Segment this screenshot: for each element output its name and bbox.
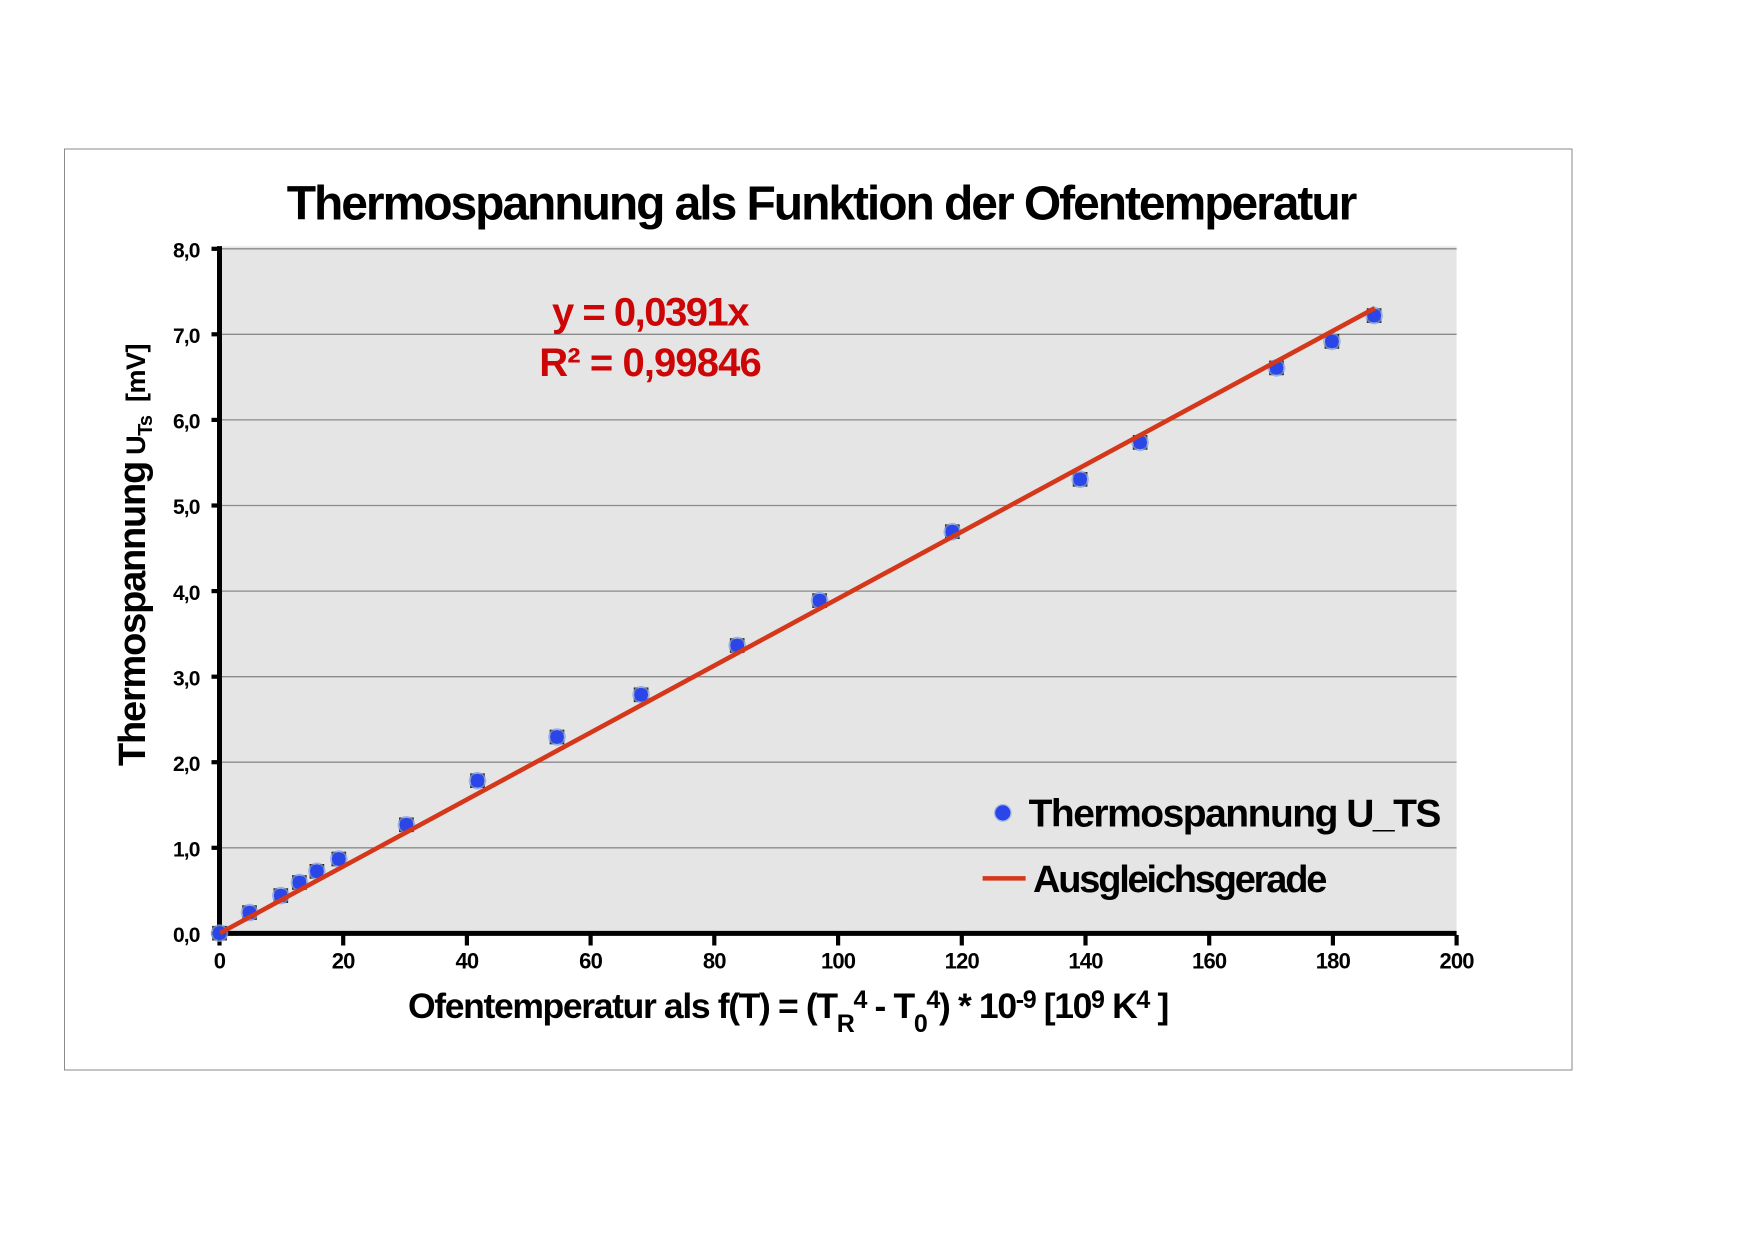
svg-text:0: 0 [214, 949, 226, 974]
svg-text:20: 20 [332, 949, 355, 974]
svg-text:8,0: 8,0 [173, 240, 200, 263]
svg-text:Thermospannung als Funktion de: Thermospannung als Funktion der Ofentemp… [287, 178, 1357, 231]
svg-text:80: 80 [703, 949, 726, 974]
svg-text:160: 160 [1192, 949, 1227, 974]
svg-text:120: 120 [945, 949, 980, 974]
svg-text:5,0: 5,0 [173, 496, 200, 519]
svg-text:Thermospannung UTs [mV]: Thermospannung UTs [mV] [112, 344, 157, 766]
svg-text:6,0: 6,0 [173, 411, 200, 434]
svg-text:180: 180 [1316, 949, 1351, 974]
svg-text:Thermospannung U_TS: Thermospannung U_TS [1029, 792, 1441, 835]
svg-text:200: 200 [1439, 949, 1474, 974]
svg-text:R² = 0,99846: R² = 0,99846 [539, 341, 761, 385]
svg-text:1,0: 1,0 [173, 839, 200, 862]
svg-text:40: 40 [455, 949, 478, 974]
svg-text:0,0: 0,0 [173, 924, 200, 947]
svg-text:4,0: 4,0 [173, 582, 200, 605]
svg-text:60: 60 [579, 949, 602, 974]
svg-text:y = 0,0391x: y = 0,0391x [552, 290, 749, 334]
svg-text:7,0: 7,0 [173, 325, 200, 348]
svg-text:2,0: 2,0 [173, 753, 200, 776]
svg-text:140: 140 [1068, 949, 1103, 974]
svg-text:3,0: 3,0 [173, 667, 200, 690]
svg-text:100: 100 [821, 949, 856, 974]
svg-text:Ausgleichsgerade: Ausgleichsgerade [1033, 859, 1326, 901]
